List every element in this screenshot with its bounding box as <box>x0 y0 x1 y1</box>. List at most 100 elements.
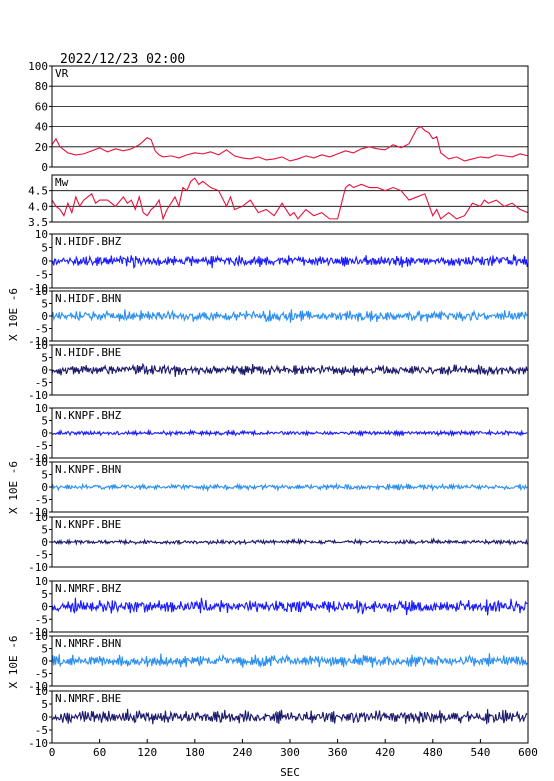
y-tick-label-knpf-bhz-0: -10 <box>28 452 48 465</box>
x-tick-label-9: 540 <box>470 746 490 759</box>
x-axis: 0 60 120 180 240 300 360 420 480 540 600 <box>49 739 538 759</box>
panel-label-hidf-bhz: N.HIDF.BHZ <box>55 235 122 248</box>
y-tick-label-nmrf-bhz-3: 5 <box>41 588 48 601</box>
panel-vr: 0 20 40 60 80 100 VR <box>28 60 529 174</box>
y-tick-label-knpf-bhn-4: 10 <box>35 456 48 469</box>
y-tick-label-mw-2: 4.5 <box>28 185 48 198</box>
panel-label-nmrf-bhe: N.NMRF.BHE <box>55 692 121 705</box>
x-tick-label-1: 60 <box>93 746 106 759</box>
panel-label-nmrf-bhn: N.NMRF.BHN <box>55 637 121 650</box>
y-tick-label-nmrf-bhe-1: -5 <box>35 724 48 737</box>
y-tick-label-nmrf-bhe-2: 0 <box>41 711 48 724</box>
y-tick-label-hidf-bhe-1: -5 <box>35 377 48 390</box>
y-tick-label-knpf-bhn-1: -5 <box>35 494 48 507</box>
y-tick-label-mw-0: 3.5 <box>28 216 48 229</box>
y-tick-label-knpf-bhn-0: -10 <box>28 506 48 519</box>
series-line-nmrf-bhn <box>51 653 528 668</box>
series-line-knpf-bhe <box>51 537 528 547</box>
y-tick-label-vr-3: 60 <box>35 100 48 113</box>
x-axis-label: SEC <box>280 766 300 779</box>
amplitude-unit-label-2: X 10E -6 <box>7 636 20 689</box>
y-tick-label-knpf-bhz-3: 5 <box>41 415 48 428</box>
y-tick-label-nmrf-bhn-1: -5 <box>35 668 48 681</box>
y-tick-label-hidf-bhn-4: 10 <box>35 285 48 298</box>
panel-label-knpf-bhe: N.KNPF.BHE <box>55 518 121 531</box>
y-tick-label-vr-0: 0 <box>41 161 48 174</box>
y-tick-label-vr-2: 40 <box>35 121 48 134</box>
y-tick-label-nmrf-bhn-0: -10 <box>28 680 48 693</box>
y-tick-label-hidf-bhn-0: -10 <box>28 335 48 348</box>
panel-frame-mw <box>51 174 529 223</box>
y-tick-label-knpf-bhn-3: 5 <box>41 469 48 482</box>
x-tick-label-5: 300 <box>280 746 300 759</box>
x-tick-label-7: 420 <box>375 746 395 759</box>
panel-label-mw: Mw <box>55 176 69 189</box>
y-tick-label-mw-1: 4.0 <box>28 200 48 213</box>
y-tick-label-knpf-bhz-4: 10 <box>35 402 48 415</box>
chart-title: 2022/12/23 02:00 <box>60 52 185 67</box>
y-tick-label-nmrf-bhn-3: 5 <box>41 643 48 656</box>
x-tick-label-10: 600 <box>518 746 538 759</box>
amplitude-unit-label-1: X 10E -6 <box>7 461 20 514</box>
series-line-hidf-bhn <box>51 309 528 323</box>
panel-label-knpf-bhz: N.KNPF.BHZ <box>55 409 122 422</box>
y-tick-label-knpf-bhe-3: 5 <box>41 524 48 537</box>
y-tick-label-hidf-bhn-3: 5 <box>41 298 48 311</box>
x-tick-label-6: 360 <box>328 746 348 759</box>
series-line-hidf-bhz <box>51 254 528 270</box>
y-tick-label-knpf-bhe-2: 0 <box>41 536 48 549</box>
y-tick-label-hidf-bhe-0: -10 <box>28 389 48 402</box>
panel-label-hidf-bhn: N.HIDF.BHN <box>55 292 121 305</box>
y-tick-label-nmrf-bhe-0: -10 <box>28 737 48 750</box>
y-tick-label-nmrf-bhn-2: 0 <box>41 655 48 668</box>
y-tick-label-knpf-bhe-4: 10 <box>35 511 48 524</box>
panel-mw: 3.5 4.0 4.5 Mw <box>28 174 529 229</box>
x-tick-label-8: 480 <box>423 746 443 759</box>
y-tick-label-nmrf-bhz-2: 0 <box>41 601 48 614</box>
panel-label-knpf-bhn: N.KNPF.BHN <box>55 463 121 476</box>
panels: 020406080100VR3.54.04.5Mw-10-50510N.HIDF… <box>28 60 529 750</box>
panel-frame-vr <box>51 65 529 168</box>
series-line-knpf-bhn <box>51 482 528 493</box>
y-tick-label-hidf-bhe-2: 0 <box>41 364 48 377</box>
series-line-nmrf-bhz <box>51 597 528 616</box>
y-tick-label-knpf-bhz-2: 0 <box>41 427 48 440</box>
panel-label-nmrf-bhz: N.NMRF.BHZ <box>55 582 122 595</box>
y-tick-label-knpf-bhe-0: -10 <box>28 561 48 574</box>
y-tick-label-vr-4: 80 <box>35 80 48 93</box>
y-tick-label-nmrf-bhn-4: 10 <box>35 630 48 643</box>
y-tick-label-hidf-bhn-2: 0 <box>41 310 48 323</box>
x-tick-label-4: 240 <box>232 746 252 759</box>
y-tick-label-vr-1: 20 <box>35 141 48 154</box>
y-tick-label-hidf-bhz-3: 5 <box>41 242 48 255</box>
series-line-knpf-bhz <box>51 428 528 438</box>
series-line-hidf-bhe <box>51 362 528 377</box>
x-tick-label-2: 120 <box>137 746 157 759</box>
amplitude-unit-label-0: X 10E -6 <box>7 288 20 341</box>
x-tick-label-3: 180 <box>185 746 205 759</box>
y-tick-label-hidf-bhz-0: -10 <box>28 282 48 295</box>
y-tick-label-hidf-bhz-4: 10 <box>35 228 48 241</box>
y-tick-label-hidf-bhe-3: 5 <box>41 352 48 365</box>
x-tick-label-0: 0 <box>49 746 56 759</box>
panel-label-hidf-bhe: N.HIDF.BHE <box>55 346 121 359</box>
y-tick-label-hidf-bhe-4: 10 <box>35 339 48 352</box>
y-tick-label-nmrf-bhz-4: 10 <box>35 575 48 588</box>
y-tick-label-nmrf-bhe-3: 5 <box>41 698 48 711</box>
y-tick-label-knpf-bhz-1: -5 <box>35 440 48 453</box>
series-line-nmrf-bhe <box>51 708 528 725</box>
series-line-mw <box>51 177 529 221</box>
y-tick-label-nmrf-bhz-1: -5 <box>35 613 48 626</box>
y-tick-label-hidf-bhz-1: -5 <box>35 269 48 282</box>
y-tick-label-hidf-bhz-2: 0 <box>41 255 48 268</box>
